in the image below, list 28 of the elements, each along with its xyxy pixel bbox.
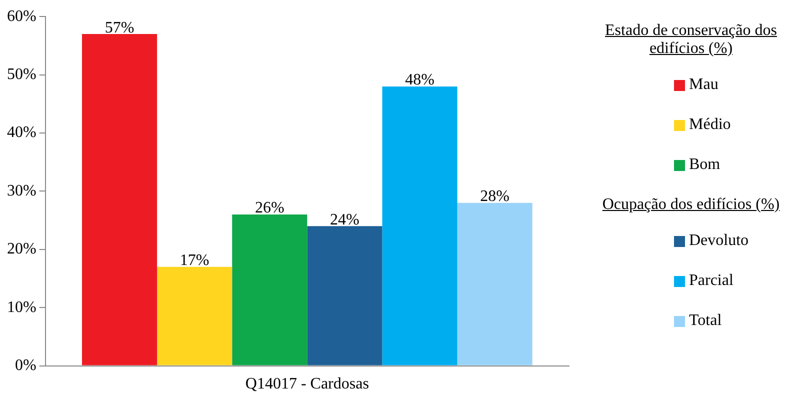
legend-label: Parcial bbox=[689, 272, 734, 290]
y-tick-label: 50% bbox=[7, 66, 36, 84]
legend-title: Estado de conservação dos edifícios (%) bbox=[604, 22, 778, 58]
bar bbox=[232, 214, 308, 366]
legend-label: Médio bbox=[689, 116, 731, 134]
bar bbox=[382, 86, 458, 366]
x-tick-label: Q14017 - Cardosas bbox=[245, 376, 369, 393]
y-tick-label: 60% bbox=[7, 8, 36, 25]
data-label: 48% bbox=[405, 72, 434, 89]
bar bbox=[157, 266, 232, 366]
y-tick-label: 10% bbox=[7, 298, 36, 316]
y-tick-label: 0% bbox=[15, 357, 36, 374]
legend-label: Total bbox=[689, 312, 722, 330]
y-tick-label: 20% bbox=[7, 240, 36, 258]
data-label: 26% bbox=[254, 200, 284, 217]
data-label: 17% bbox=[180, 252, 210, 270]
bar bbox=[457, 202, 532, 366]
legend-label: Devoluto bbox=[689, 232, 749, 250]
data-label: 57% bbox=[104, 19, 134, 36]
bar bbox=[307, 226, 382, 366]
data-label: 24% bbox=[330, 211, 360, 228]
bar bbox=[82, 34, 158, 366]
data-label: 28% bbox=[480, 188, 510, 206]
legend-label: Mau bbox=[689, 76, 718, 94]
y-tick-label: 30% bbox=[7, 182, 36, 200]
y-tick-label: 40% bbox=[7, 124, 36, 142]
legend-label: Bom bbox=[689, 156, 720, 174]
text: Ocupação dos edifícios (%) bbox=[601, 196, 781, 214]
